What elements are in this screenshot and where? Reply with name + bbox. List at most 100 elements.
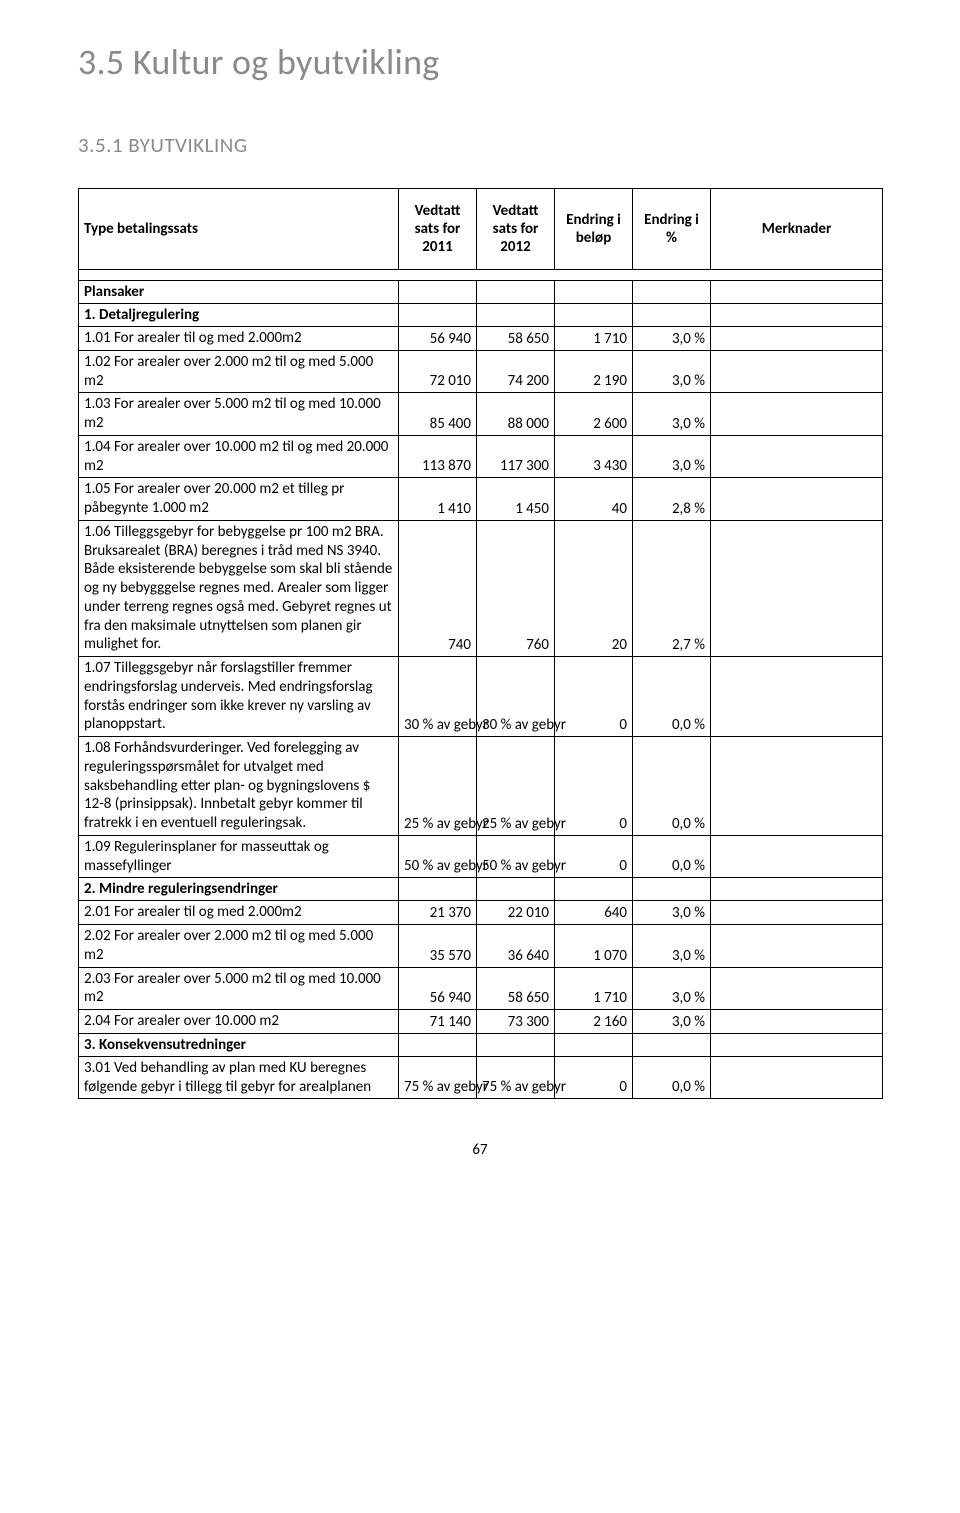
cell-merknader: [711, 350, 883, 393]
table-row: 3. Konsekvensutredninger: [79, 1033, 883, 1056]
cell-belop: 2 600: [555, 393, 633, 436]
col-header-belop: Endring i beløp: [555, 189, 633, 270]
cell-belop: 20: [555, 520, 633, 656]
section-label: Plansaker: [79, 281, 399, 304]
cell-2012: 36 640: [477, 925, 555, 968]
cell-pct: 0,0 %: [633, 835, 711, 878]
cell-2012: 75 % av gebyr: [477, 1056, 555, 1099]
cell-2012: 1 450: [477, 478, 555, 521]
cell-belop: 2 190: [555, 350, 633, 393]
section-label: 2. Mindre reguleringsendringer: [79, 878, 399, 901]
row-label: 2.02 For arealer over 2.000 m2 til og me…: [79, 925, 399, 968]
cell-belop: 40: [555, 478, 633, 521]
table-row: 1. Detaljregulering: [79, 304, 883, 327]
row-label: 2.01 For arealer til og med 2.000m2: [79, 901, 399, 925]
table-row: 1.08 Forhåndsvurderinger. Ved foreleggin…: [79, 737, 883, 836]
cell-merknader: [711, 737, 883, 836]
cell-belop: 1 710: [555, 327, 633, 351]
table-row: 3.01 Ved behandling av plan med KU bereg…: [79, 1056, 883, 1099]
row-label: 3.01 Ved behandling av plan med KU bereg…: [79, 1056, 399, 1099]
cell-pct: 3,0 %: [633, 967, 711, 1010]
cell-2012: 58 650: [477, 327, 555, 351]
cell-2011: 30 % av gebyr: [399, 657, 477, 737]
table-row: 1.05 For arealer over 20.000 m2 et tille…: [79, 478, 883, 521]
empty-cell: [555, 281, 633, 304]
section-label: 3. Konsekvensutredninger: [79, 1033, 399, 1056]
empty-cell: [555, 1033, 633, 1056]
cell-pct: 3,0 %: [633, 393, 711, 436]
rates-table: Type betalingssats Vedtatt sats for 2011…: [78, 188, 883, 1099]
cell-2011: 56 940: [399, 327, 477, 351]
empty-cell: [711, 281, 883, 304]
row-label: 1.05 For arealer over 20.000 m2 et tille…: [79, 478, 399, 521]
cell-merknader: [711, 657, 883, 737]
cell-merknader: [711, 835, 883, 878]
empty-cell: [399, 281, 477, 304]
cell-belop: 0: [555, 657, 633, 737]
cell-belop: 0: [555, 835, 633, 878]
cell-pct: 3,0 %: [633, 327, 711, 351]
section-title: 3.5 Kultur og byutvikling: [78, 40, 882, 84]
cell-pct: 0,0 %: [633, 737, 711, 836]
row-label: 1.03 For arealer over 5.000 m2 til og me…: [79, 393, 399, 436]
cell-merknader: [711, 393, 883, 436]
row-label: 1.08 Forhåndsvurderinger. Ved foreleggin…: [79, 737, 399, 836]
empty-cell: [633, 281, 711, 304]
cell-2011: 50 % av gebyr: [399, 835, 477, 878]
cell-2011: 75 % av gebyr: [399, 1056, 477, 1099]
table-row: 1.06 Tilleggsgebyr for bebyggelse pr 100…: [79, 520, 883, 656]
cell-2011: 72 010: [399, 350, 477, 393]
cell-2012: 30 % av gebyr: [477, 657, 555, 737]
cell-pct: 3,0 %: [633, 925, 711, 968]
cell-merknader: [711, 967, 883, 1010]
table-row: 1.09 Regulerinsplaner for masseuttak og …: [79, 835, 883, 878]
table-row: 1.04 For arealer over 10.000 m2 til og m…: [79, 435, 883, 478]
cell-belop: 0: [555, 737, 633, 836]
table-row: 2.03 For arealer over 5.000 m2 til og me…: [79, 967, 883, 1010]
empty-cell: [555, 304, 633, 327]
empty-cell: [477, 304, 555, 327]
cell-2011: 1 410: [399, 478, 477, 521]
cell-merknader: [711, 901, 883, 925]
col-header-type: Type betalingssats: [79, 189, 399, 270]
empty-cell: [711, 1033, 883, 1056]
cell-merknader: [711, 1056, 883, 1099]
empty-cell: [399, 878, 477, 901]
cell-pct: 0,0 %: [633, 657, 711, 737]
cell-2011: 56 940: [399, 967, 477, 1010]
cell-2011: 71 140: [399, 1010, 477, 1034]
row-label: 1.09 Regulerinsplaner for masseuttak og …: [79, 835, 399, 878]
table-row: Plansaker: [79, 281, 883, 304]
cell-merknader: [711, 327, 883, 351]
cell-merknader: [711, 1010, 883, 1034]
cell-2012: 73 300: [477, 1010, 555, 1034]
cell-2012: 88 000: [477, 393, 555, 436]
cell-pct: 3,0 %: [633, 350, 711, 393]
section-label: 1. Detaljregulering: [79, 304, 399, 327]
cell-pct: 3,0 %: [633, 1010, 711, 1034]
empty-cell: [633, 304, 711, 327]
col-header-2012: Vedtatt sats for 2012: [477, 189, 555, 270]
row-label: 2.04 For arealer over 10.000 m2: [79, 1010, 399, 1034]
cell-pct: 0,0 %: [633, 1056, 711, 1099]
cell-belop: 1 710: [555, 967, 633, 1010]
empty-cell: [555, 878, 633, 901]
cell-2012: 117 300: [477, 435, 555, 478]
cell-2012: 50 % av gebyr: [477, 835, 555, 878]
cell-belop: 3 430: [555, 435, 633, 478]
cell-merknader: [711, 520, 883, 656]
cell-pct: 2,8 %: [633, 478, 711, 521]
empty-cell: [477, 878, 555, 901]
cell-belop: 1 070: [555, 925, 633, 968]
cell-2012: 25 % av gebyr: [477, 737, 555, 836]
cell-2012: 74 200: [477, 350, 555, 393]
col-header-merknader: Merknader: [711, 189, 883, 270]
cell-2012: 760: [477, 520, 555, 656]
subsection-title: 3.5.1 BYUTVIKLING: [78, 132, 882, 158]
cell-2011: 25 % av gebyr: [399, 737, 477, 836]
table-row: 1.03 For arealer over 5.000 m2 til og me…: [79, 393, 883, 436]
row-label: 1.07 Tilleggsgebyr når forslagstiller fr…: [79, 657, 399, 737]
page-number: 67: [78, 1141, 882, 1159]
empty-cell: [477, 1033, 555, 1056]
row-label: 1.01 For arealer til og med 2.000m2: [79, 327, 399, 351]
